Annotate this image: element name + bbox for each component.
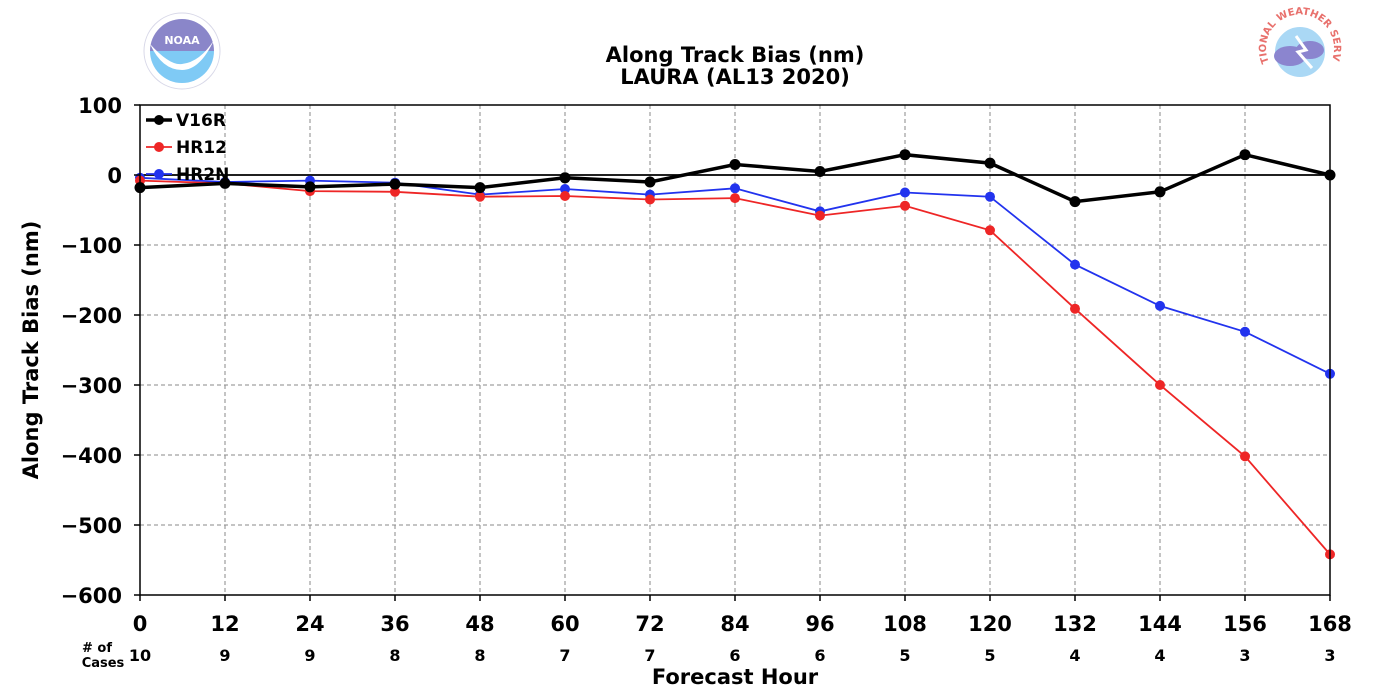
- x-tick-label: 168: [1308, 612, 1352, 636]
- cases-row: 10 9 9 8 8 7 7 6 6 5 5 4 4 3 3: [129, 646, 1336, 665]
- x-tick-label: 156: [1223, 612, 1267, 636]
- legend-marker-v16r: [154, 115, 164, 125]
- data-point-v16r: [644, 176, 656, 188]
- y-tick-label: −600: [61, 584, 122, 608]
- data-point-v16r: [219, 177, 231, 189]
- case-count: 9: [304, 646, 315, 665]
- legend: V16R HR12 HR2N: [146, 111, 229, 185]
- cases-label-line2: Cases: [82, 656, 125, 671]
- y-tick-label: −200: [61, 304, 122, 328]
- data-point-hr2n: [1070, 259, 1080, 270]
- data-point-hr12: [1155, 380, 1165, 390]
- data-point-v16r: [899, 149, 911, 161]
- case-count: 4: [1154, 646, 1165, 665]
- data-point-hr2n: [1240, 326, 1250, 337]
- data-point-hr12: [730, 193, 740, 204]
- y-tick-label: −300: [61, 374, 122, 398]
- y-tick-label: −400: [61, 444, 122, 468]
- data-point-hr12: [900, 200, 910, 211]
- x-tick-label: 84: [720, 612, 749, 636]
- case-count: 5: [899, 646, 910, 665]
- legend-label-v16r: V16R: [176, 111, 226, 131]
- data-point-hr2n: [730, 183, 740, 194]
- y-tick-label: −100: [61, 234, 122, 258]
- y-tick-label: 100: [78, 94, 122, 118]
- x-tick-label: 48: [465, 612, 494, 636]
- x-tick-label: 0: [133, 612, 148, 636]
- x-tick-label: 36: [380, 612, 409, 636]
- data-point-v16r: [474, 182, 486, 194]
- x-tick-label: 144: [1138, 612, 1182, 636]
- data-point-v16r: [559, 172, 571, 184]
- y-axis-label: Along Track Bias (nm): [19, 221, 43, 480]
- data-point-hr12: [815, 210, 825, 221]
- data-point-v16r: [389, 178, 401, 190]
- series-layer: [134, 149, 1336, 560]
- x-tick-label: 60: [550, 612, 579, 636]
- data-point-v16r: [814, 166, 826, 177]
- data-point-hr2n: [560, 184, 570, 194]
- data-point-hr12: [1070, 303, 1080, 314]
- case-count: 6: [814, 646, 825, 665]
- data-point-v16r: [1239, 149, 1251, 161]
- case-count: 7: [644, 646, 655, 665]
- data-point-hr12: [390, 186, 400, 197]
- data-point-hr12: [1240, 451, 1250, 462]
- x-tick-label: 120: [968, 612, 1012, 636]
- case-count: 5: [984, 646, 995, 665]
- legend-label-hr12: HR12: [176, 138, 227, 158]
- case-count: 8: [474, 646, 485, 665]
- data-point-v16r: [1069, 196, 1081, 208]
- data-point-v16r: [304, 181, 316, 193]
- noaa-logo-text: NOAA: [164, 34, 200, 47]
- data-point-hr2n: [985, 191, 995, 202]
- x-tick-label: 72: [635, 612, 664, 636]
- legend-label-hr2n: HR2N: [176, 165, 229, 185]
- noaa-logo-icon: NOAA: [143, 12, 221, 90]
- x-axis-label: Forecast Hour: [652, 665, 819, 689]
- data-point-v16r: [1154, 186, 1166, 198]
- case-count: 3: [1324, 646, 1335, 665]
- case-count: 3: [1239, 646, 1250, 665]
- case-count: 8: [389, 646, 400, 665]
- data-point-hr12: [985, 225, 995, 236]
- x-tick-label: 12: [210, 612, 239, 636]
- case-count: 4: [1069, 646, 1080, 665]
- data-point-v16r: [729, 159, 741, 170]
- case-count: 10: [129, 646, 151, 665]
- data-point-hr12: [475, 191, 485, 202]
- data-point-hr12: [560, 191, 570, 201]
- x-tick-label: 132: [1053, 612, 1097, 636]
- chart-title: Along Track Bias (nm): [606, 43, 865, 67]
- y-axis-ticks: 100 0 −100 −200 −300 −400 −500 −600: [61, 94, 140, 608]
- y-tick-label: −500: [61, 514, 122, 538]
- grid-lines: [140, 105, 1330, 595]
- data-point-hr2n: [900, 187, 910, 198]
- data-point-v16r: [984, 157, 996, 169]
- legend-marker-hr2n: [154, 169, 164, 179]
- series-v16r: [134, 149, 1336, 208]
- case-count: 9: [219, 646, 230, 665]
- x-tick-label: 24: [295, 612, 324, 636]
- case-count: 6: [729, 646, 740, 665]
- data-point-hr12: [645, 194, 655, 205]
- case-count: 7: [559, 646, 570, 665]
- data-point-hr2n: [1155, 300, 1165, 311]
- x-tick-label: 108: [883, 612, 927, 636]
- cases-label-line1: # of: [82, 641, 112, 656]
- y-tick-label: 0: [107, 164, 122, 188]
- x-axis-ticks: 0 12 24 36 48 60 72 84 96 108 120 132 144 156 168: [133, 595, 1352, 636]
- legend-marker-hr12: [154, 142, 164, 152]
- chart-subtitle: LAURA (AL13 2020): [620, 65, 850, 89]
- x-tick-label: 96: [805, 612, 834, 636]
